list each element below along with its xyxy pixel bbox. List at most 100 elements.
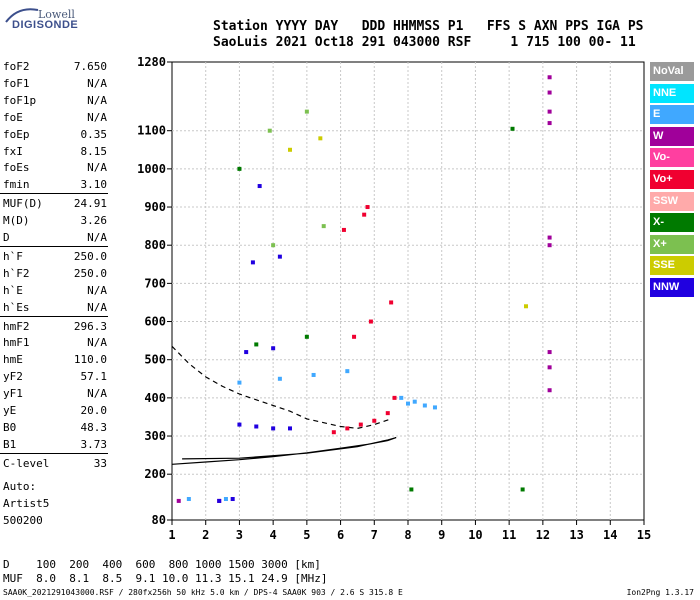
x-tick-label: 2 <box>202 528 209 542</box>
data-point <box>406 401 410 406</box>
param-name: foE <box>3 110 23 124</box>
y-tick-label: 700 <box>144 276 166 290</box>
param-value: 48.3 <box>80 420 108 434</box>
param-name: B1 <box>3 437 17 451</box>
data-point <box>321 224 326 229</box>
data-point <box>250 260 255 265</box>
param-value: 8.15 <box>80 144 108 158</box>
legend-item: X+ <box>650 234 694 254</box>
data-point <box>547 109 552 114</box>
param-name: M(D) <box>3 214 30 228</box>
y-tick-label: 1100 <box>137 124 166 138</box>
data-point <box>311 372 316 377</box>
param-name: h`Es <box>3 300 30 314</box>
x-tick-label: 15 <box>637 528 651 542</box>
param-name: foF1 <box>3 76 30 90</box>
x-tick-label: 7 <box>371 528 378 542</box>
param-row: foF2 7.650 <box>3 60 107 75</box>
data-point <box>271 426 276 431</box>
data-point <box>399 395 404 400</box>
param-name: h`E <box>3 283 23 297</box>
param-row: C-level 33 <box>3 457 107 472</box>
data-point <box>547 365 552 370</box>
param-row: foE N/A <box>3 111 107 126</box>
data-point <box>341 227 346 232</box>
data-point <box>547 243 552 248</box>
param-row: M(D) 3.26 <box>3 214 107 229</box>
param-row: yE 20.0 <box>3 404 107 419</box>
param-value: 7.650 <box>73 60 107 73</box>
data-point <box>510 126 515 131</box>
data-point <box>288 426 292 431</box>
param-value: 24.91 <box>73 197 107 211</box>
param-value: N/A <box>87 387 107 401</box>
param-row: hmF1 N/A <box>3 336 107 351</box>
param-row: B1 3.73 <box>3 438 107 453</box>
data-point <box>331 430 336 435</box>
param-row: MUF(D) 24.91 <box>3 197 107 212</box>
x-tick-label: 11 <box>502 528 516 542</box>
param-value: 33 <box>93 456 107 470</box>
data-point <box>389 300 394 305</box>
data-point <box>257 184 262 189</box>
data-point <box>368 319 373 324</box>
param-name: foF2 <box>3 60 30 73</box>
x-tick-label: 6 <box>337 528 344 542</box>
data-point <box>358 422 363 427</box>
param-value: 3.10 <box>80 178 108 192</box>
data-point <box>422 403 427 408</box>
data-point <box>547 121 552 126</box>
y-tick-label: 400 <box>144 391 166 405</box>
param-name: foF1p <box>3 93 37 107</box>
param-name: C-level <box>3 456 50 470</box>
legend-item: Vo- <box>650 148 694 168</box>
param-row: foEp 0.35 <box>3 128 107 143</box>
data-point <box>288 147 292 152</box>
x-tick-label: 5 <box>303 528 310 542</box>
y-tick-label: 500 <box>144 353 166 367</box>
legend-item: W <box>650 126 694 146</box>
legend-item: E <box>650 105 694 125</box>
x-tick-label: 3 <box>236 528 243 542</box>
header-values: SaoLuis 2021 Oct18 291 043000 RSF 1 715 … <box>213 35 636 50</box>
param-row: foF1 N/A <box>3 77 107 92</box>
param-name: fxI <box>3 144 23 158</box>
param-name: yF1 <box>3 387 23 401</box>
param-name: D <box>3 231 10 244</box>
param-row: foF1p N/A <box>3 94 107 109</box>
param-value: 57.1 <box>80 370 108 384</box>
data-point <box>345 369 350 374</box>
x-tick-label: 8 <box>404 528 411 542</box>
param-name: fmin <box>3 178 30 192</box>
param-name: hmF1 <box>3 336 30 350</box>
param-value: N/A <box>87 161 107 175</box>
data-point <box>254 424 259 429</box>
header-labels: Station YYYY DAY DDD HHMMSS P1 FFS S AXN… <box>213 19 644 34</box>
y-tick-label: 80 <box>152 513 166 527</box>
data-point <box>524 304 528 309</box>
legend-item: NNE <box>650 83 694 103</box>
data-point <box>392 395 397 400</box>
param-value: N/A <box>87 336 107 350</box>
data-point <box>237 422 242 427</box>
param-row: foEs N/A <box>3 161 107 176</box>
data-point <box>352 334 357 339</box>
footer-version: Ion2Png 1.3.17 <box>626 588 694 597</box>
x-tick-label: 4 <box>270 528 277 542</box>
param-row: h`E N/A <box>3 284 107 299</box>
distance-row: D 100 200 400 600 800 1000 1500 3000 [km… <box>3 558 321 571</box>
param-value: N/A <box>87 110 107 124</box>
param-name: MUF(D) <box>3 197 43 211</box>
param-value: N/A <box>87 76 107 90</box>
param-row: fxI 8.15 <box>3 145 107 160</box>
x-tick-label: 12 <box>536 528 550 542</box>
param-value: 3.26 <box>80 214 108 228</box>
autoscale-code: 500200 <box>3 514 43 527</box>
data-point <box>547 350 552 355</box>
param-row: yF2 57.1 <box>3 370 107 385</box>
legend-item: SSE <box>650 256 694 276</box>
y-tick-label: 1280 <box>137 55 166 69</box>
data-point <box>547 388 552 393</box>
